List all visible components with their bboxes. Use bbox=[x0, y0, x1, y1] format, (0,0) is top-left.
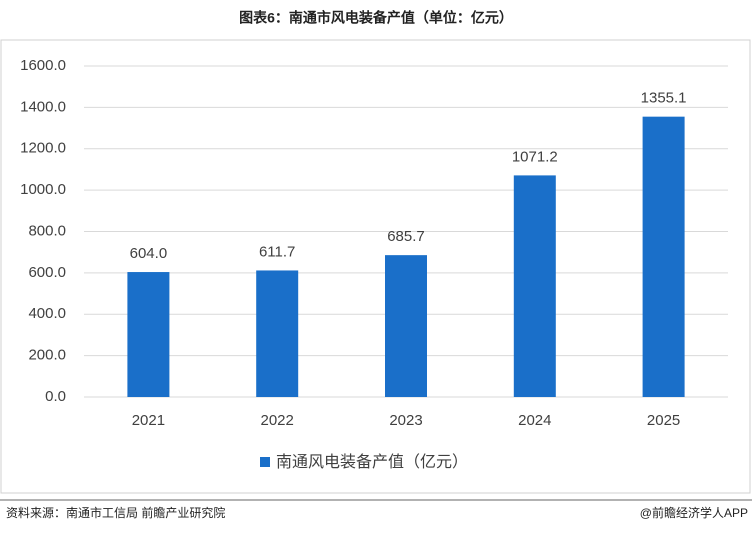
y-tick-label: 600.0 bbox=[28, 264, 66, 281]
bar bbox=[642, 116, 685, 397]
bar bbox=[127, 272, 170, 397]
x-tick-label: 2021 bbox=[132, 412, 165, 429]
x-tick-label: 2023 bbox=[389, 412, 422, 429]
footer-credit: @前瞻经济学人APP bbox=[640, 505, 748, 520]
value-label: 611.7 bbox=[259, 243, 295, 260]
chart-title: 图表6：南通市风电装备产值（单位：亿元） bbox=[239, 10, 513, 26]
y-tick-label: 400.0 bbox=[28, 305, 66, 322]
legend-swatch bbox=[260, 457, 270, 467]
y-tick-label: 200.0 bbox=[28, 347, 66, 364]
bar bbox=[256, 270, 299, 397]
y-tick-label: 800.0 bbox=[28, 222, 66, 239]
chart-frame bbox=[0, 39, 751, 494]
y-tick-label: 1000.0 bbox=[20, 181, 66, 198]
value-label: 685.7 bbox=[387, 228, 425, 245]
y-tick-label: 1600.0 bbox=[20, 57, 66, 74]
legend-label: 南通风电装备产值（亿元） bbox=[276, 453, 468, 471]
value-label: 1071.2 bbox=[512, 148, 558, 165]
y-tick-label: 0.0 bbox=[45, 388, 66, 405]
y-tick-label: 1400.0 bbox=[20, 98, 66, 115]
x-tick-label: 2024 bbox=[518, 412, 551, 429]
value-label: 604.0 bbox=[130, 245, 168, 262]
bar bbox=[513, 175, 556, 397]
footer-source: 资料来源：南通市工信局 前瞻产业研究院 bbox=[6, 505, 225, 520]
y-tick-label: 1200.0 bbox=[20, 140, 66, 157]
x-tick-label: 2022 bbox=[261, 412, 294, 429]
value-label: 1355.1 bbox=[641, 90, 687, 107]
x-tick-label: 2025 bbox=[647, 412, 680, 429]
bar bbox=[385, 255, 427, 397]
